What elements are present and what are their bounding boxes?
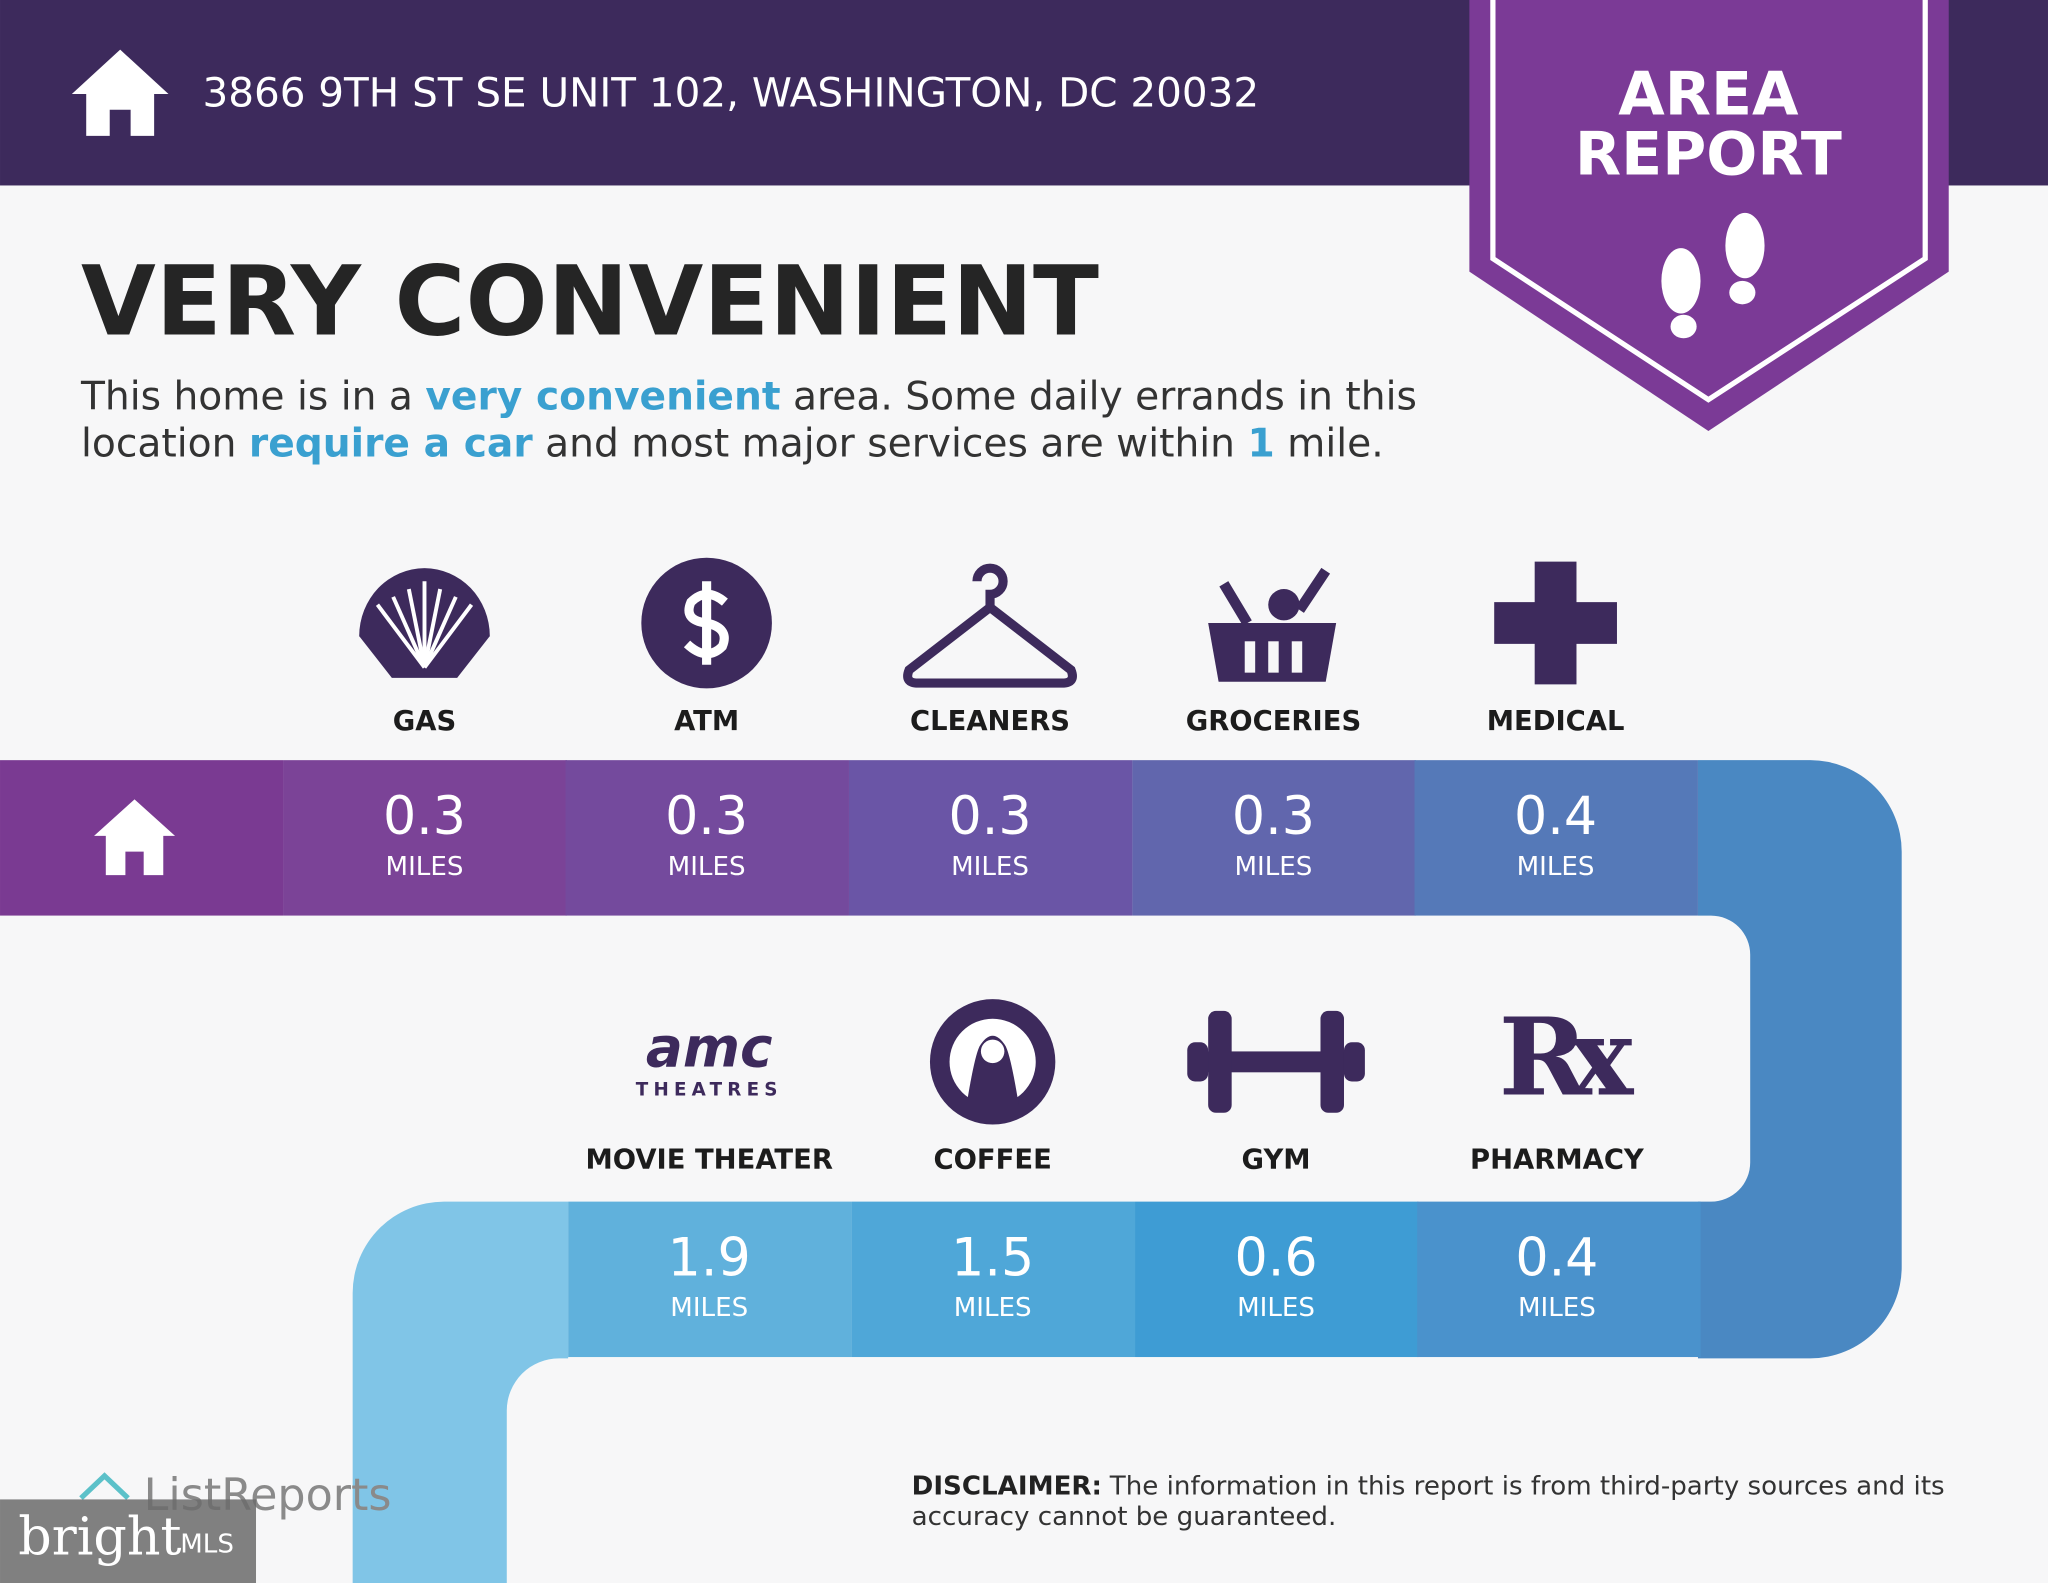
summary-segment: 1 [1247, 421, 1274, 466]
distance-cell [1135, 1201, 1419, 1358]
amenity-label: PHARMACY [1470, 1145, 1645, 1176]
summary-segment: This home is in a [80, 374, 425, 419]
icon [1268, 641, 1279, 673]
distance-unit: MILES [386, 852, 464, 882]
disclaimer: DISCLAIMER: The information in this repor… [912, 1471, 1945, 1501]
logo: Rx [1499, 995, 1635, 1121]
logo: THEATRES [636, 1080, 783, 1101]
distance-unit: MILES [1517, 852, 1595, 882]
home-icon [94, 799, 176, 876]
distance-cell [568, 1201, 852, 1358]
icon [1219, 567, 1331, 626]
distance-unit: MILES [1518, 1293, 1596, 1323]
badge-line: AREA [1618, 60, 1799, 130]
summary-segment: mile. [1275, 421, 1384, 466]
distance-cell [1132, 760, 1416, 916]
summary-line: This home is in a very convenient area. … [80, 374, 1417, 419]
watermark-box [0, 1499, 257, 1583]
summary-segment: require a car [249, 421, 533, 466]
badge-border [1490, 0, 1928, 403]
disclaimer-text: The information in this report is from t… [1109, 1471, 1945, 1501]
distance: 1.9 [668, 1229, 751, 1289]
watermark-sub: MLS [180, 1530, 234, 1560]
distance: 0.3 [1232, 787, 1315, 847]
distance-unit: MILES [670, 1293, 748, 1323]
distance-unit: MILES [1237, 1293, 1315, 1323]
distance: 0.4 [1514, 787, 1597, 847]
disclaimer-text: accuracy cannot be guaranteed. [912, 1502, 1337, 1532]
amenity-label: GROCERIES [1186, 706, 1362, 737]
distance-cell [283, 760, 567, 916]
distance-unit: MILES [954, 1293, 1032, 1323]
distance-unit: MILES [1235, 852, 1313, 882]
watermark-brand: bright [18, 1508, 181, 1568]
amenity-label: MOVIE THEATER [585, 1145, 832, 1176]
amenity-label: GAS [393, 706, 456, 737]
distance: 0.3 [383, 787, 466, 847]
distance-unit: MILES [951, 852, 1029, 882]
distance-cell [565, 760, 849, 916]
summary-segment: location [81, 421, 249, 466]
branding-logo [79, 1472, 130, 1501]
summary-line: location require a car and most major se… [81, 421, 1384, 466]
headline: VERY CONVENIENT [81, 245, 1099, 358]
icon [1291, 641, 1303, 673]
icon [406, 588, 427, 668]
icon [422, 588, 443, 668]
distance: 0.6 [1235, 1229, 1318, 1289]
amenity-label: MEDICAL [1487, 706, 1625, 737]
disclaimer-label: DISCLAIMER: [912, 1471, 1102, 1501]
icon [980, 1039, 1005, 1064]
icon [1494, 561, 1617, 685]
icon [391, 596, 427, 669]
icon [1197, 1051, 1355, 1073]
amenity-label: CLEANERS [910, 706, 1070, 737]
icon [422, 603, 474, 669]
footprints [1661, 212, 1765, 339]
icon [1343, 1042, 1365, 1082]
summary-segment: area. Some daily errands in this [781, 374, 1417, 419]
summary-segment: very convenient [425, 374, 780, 419]
icon [903, 563, 1077, 688]
icon [1320, 1010, 1344, 1113]
icon [1244, 641, 1256, 673]
icon [683, 581, 729, 665]
amenity-label: ATM [674, 706, 739, 737]
icon [375, 603, 427, 669]
route-curve [1697, 760, 1902, 1359]
distance: 0.4 [1515, 1229, 1598, 1289]
address: 3866 9TH ST SE UNIT 102, WASHINGTON, DC … [202, 68, 1259, 116]
amenity-label: COFFEE [934, 1145, 1052, 1176]
route-curve [352, 1201, 569, 1583]
home-icon [71, 49, 169, 136]
distance-unit: MILES [668, 852, 746, 882]
logo: amc [646, 1016, 773, 1080]
distance: 0.3 [949, 787, 1032, 847]
amenity-label: GYM [1242, 1145, 1311, 1176]
distance-cell [851, 1201, 1136, 1358]
distance: 0.3 [665, 787, 748, 847]
distance: 1.5 [951, 1229, 1034, 1289]
icon [966, 1035, 1019, 1105]
icon [1187, 1042, 1209, 1082]
badge-line: REPORT [1575, 120, 1842, 190]
icon [422, 596, 458, 669]
summary-segment: and most major services are within [533, 421, 1248, 466]
distance-cell [1417, 1201, 1701, 1358]
icon [1268, 589, 1300, 621]
icon [1208, 1010, 1232, 1113]
distance-cell [1414, 760, 1698, 916]
distance-cell [848, 760, 1133, 916]
